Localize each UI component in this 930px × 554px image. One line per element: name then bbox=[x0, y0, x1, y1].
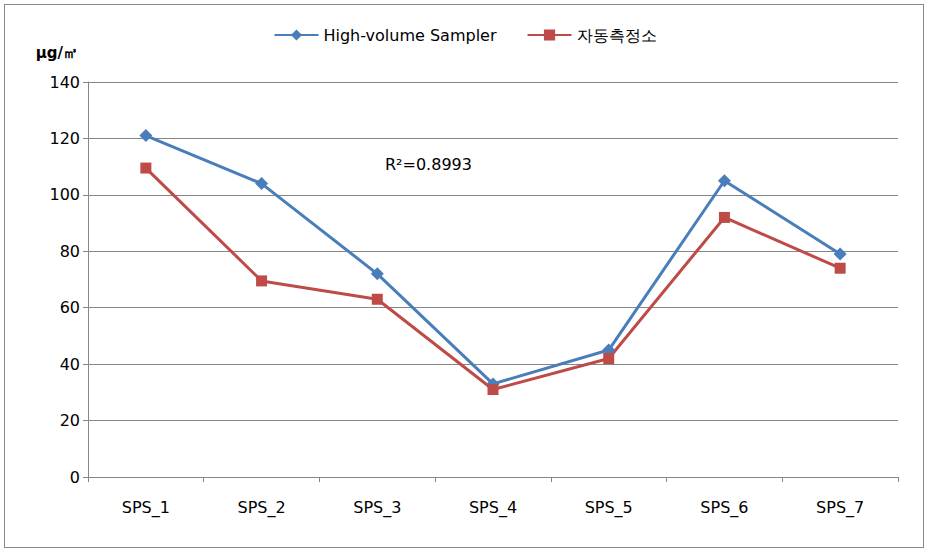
svg-text:High-volume Sampler: High-volume Sampler bbox=[323, 26, 496, 45]
svg-text:SPS_5: SPS_5 bbox=[585, 498, 633, 518]
svg-text:SPS_3: SPS_3 bbox=[353, 498, 401, 518]
svg-text:SPS_1: SPS_1 bbox=[122, 498, 170, 518]
svg-text:자동측정소: 자동측정소 bbox=[577, 26, 657, 45]
svg-text:60: 60 bbox=[60, 298, 80, 317]
svg-text:40: 40 bbox=[60, 355, 80, 374]
svg-text:20: 20 bbox=[60, 411, 80, 430]
svg-text:80: 80 bbox=[60, 242, 80, 261]
svg-text:R²=0.8993: R²=0.8993 bbox=[385, 155, 472, 174]
svg-text:SPS_6: SPS_6 bbox=[700, 498, 748, 518]
svg-text:SPS_2: SPS_2 bbox=[238, 498, 286, 518]
svg-text:0: 0 bbox=[70, 468, 80, 487]
svg-text:100: 100 bbox=[49, 185, 80, 204]
svg-text:SPS_4: SPS_4 bbox=[469, 498, 517, 518]
svg-text:μg/㎥: μg/㎥ bbox=[36, 44, 78, 62]
svg-text:120: 120 bbox=[49, 129, 80, 148]
svg-text:140: 140 bbox=[49, 73, 80, 92]
svg-text:SPS_7: SPS_7 bbox=[816, 498, 864, 518]
